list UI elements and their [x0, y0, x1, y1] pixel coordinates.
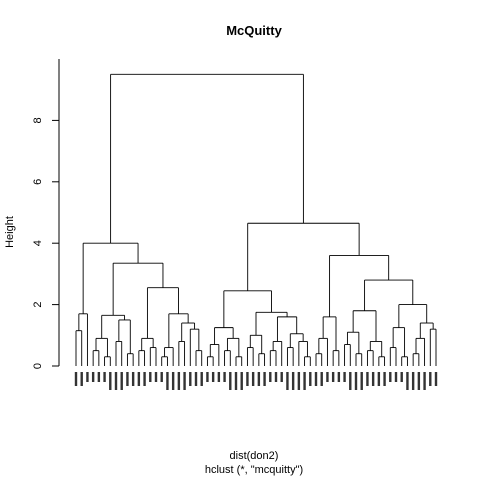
- leaf-label: [189, 372, 192, 386]
- leaf-label: [200, 372, 203, 386]
- leaf-label: [291, 372, 295, 390]
- leaf-label: [91, 372, 95, 382]
- y-tick-label: 6: [32, 179, 44, 185]
- leaf-label: [280, 372, 283, 382]
- leaf-label: [240, 372, 243, 390]
- leaf-label: [166, 372, 169, 390]
- chart-title: McQuitty: [226, 23, 282, 38]
- leaf-label: [400, 372, 403, 382]
- leaf-label: [337, 372, 341, 382]
- leaf-label: [143, 372, 146, 386]
- leaf-label: [131, 372, 135, 386]
- leaf-label: [217, 372, 221, 382]
- dendrogram-branches: [75, 73, 437, 366]
- leaf-label: [360, 372, 363, 390]
- leaf-label: [137, 372, 141, 386]
- leaf-label: [229, 372, 232, 390]
- leaf-label: [86, 372, 89, 382]
- leaf-label: [349, 372, 352, 390]
- leaf-label: [103, 372, 106, 382]
- y-tick-label: 2: [32, 302, 44, 308]
- leaf-label: [206, 372, 209, 382]
- leaf-label: [183, 372, 186, 390]
- y-tick-label: 8: [32, 117, 44, 123]
- leaf-label: [371, 372, 375, 386]
- leaf-label: [177, 372, 181, 390]
- leaf-label: [109, 372, 112, 390]
- leaf-label: [303, 372, 306, 390]
- leaf-label: [354, 372, 358, 390]
- leaf-label: [246, 372, 249, 386]
- leaf-label: [160, 372, 163, 382]
- leaf-label: [114, 372, 118, 390]
- y-tick-label: 4: [32, 240, 44, 246]
- leaf-label: [274, 372, 278, 382]
- y-axis-label: Height: [4, 216, 16, 248]
- leaf-label: [171, 372, 175, 390]
- leaf-label: [366, 372, 369, 386]
- leaf-label: [194, 372, 198, 386]
- leaf-label: [326, 372, 329, 382]
- leaf-label: [394, 372, 398, 382]
- leaf-label: [263, 372, 266, 386]
- leaf-label: [234, 372, 238, 390]
- leaf-label: [314, 372, 318, 386]
- leaf-label: [406, 372, 409, 390]
- leaf-label: [423, 372, 426, 390]
- leaf-label: [74, 372, 78, 386]
- leaf-label: [434, 372, 438, 386]
- leaf-label: [297, 372, 301, 390]
- leaf-label: [331, 372, 335, 382]
- leaf-label: [80, 372, 83, 386]
- leaf-label: [97, 372, 101, 382]
- chart-subtitle: hclust (*, "mcquitty"): [205, 464, 303, 476]
- leaf-label: [251, 372, 255, 386]
- y-axis-ticks: 0 2 4 6 8: [32, 117, 59, 369]
- leaf-label: [377, 372, 381, 386]
- leaf-label: [411, 372, 415, 390]
- leaf-label: [126, 372, 129, 386]
- leaf-label: [120, 372, 123, 390]
- leaf-label: [343, 372, 346, 382]
- leaf-label: [223, 372, 226, 382]
- leaf-label: [286, 372, 289, 390]
- leaf-labels: [74, 372, 438, 390]
- leaf-label: [211, 372, 215, 382]
- x-axis-label: dist(don2): [230, 450, 279, 462]
- leaf-label: [269, 372, 272, 382]
- leaf-label: [383, 372, 386, 386]
- leaf-label: [154, 372, 158, 382]
- y-tick-label: 0: [32, 363, 44, 369]
- leaf-label: [389, 372, 392, 382]
- leaf-label: [429, 372, 432, 386]
- leaf-label: [149, 372, 152, 382]
- leaf-label: [320, 372, 323, 386]
- leaf-label: [309, 372, 312, 386]
- leaf-label: [257, 372, 261, 386]
- leaf-label: [417, 372, 421, 390]
